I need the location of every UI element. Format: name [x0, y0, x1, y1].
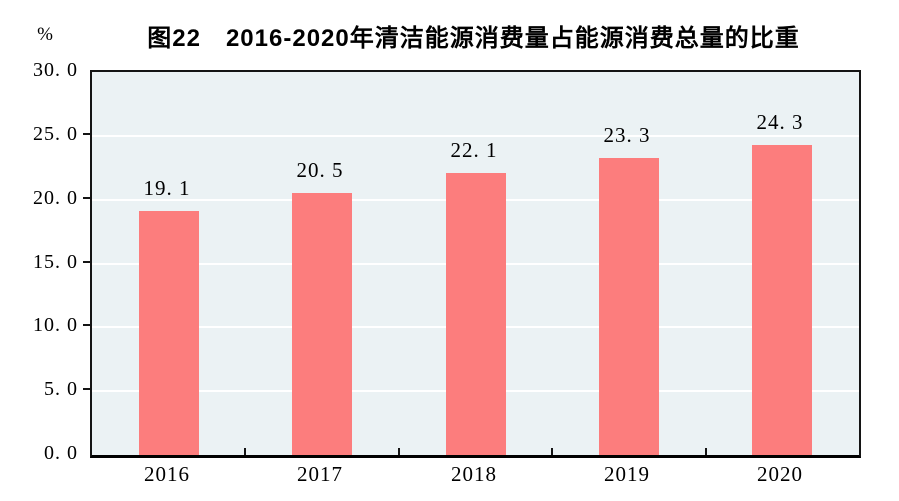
- x-axis-tick: [705, 448, 707, 455]
- gridline: [92, 135, 859, 137]
- bar-value-label: 24. 3: [756, 110, 804, 134]
- x-axis-tick: [398, 448, 400, 455]
- x-axis-category-label: 2019: [604, 462, 650, 486]
- y-axis-tick: [83, 197, 91, 199]
- bar-2017: [292, 193, 352, 455]
- y-axis-tick: [83, 133, 91, 135]
- x-axis-category-label: 2018: [451, 462, 497, 486]
- x-axis-tick: [244, 448, 246, 455]
- y-axis-tick-label: 25. 0: [33, 123, 78, 145]
- bar-value-label: 22. 1: [450, 138, 498, 162]
- y-axis-tick-label: 30. 0: [33, 59, 78, 81]
- bar-value-label: 23. 3: [603, 123, 651, 147]
- y-axis-tick-label: 5. 0: [44, 378, 78, 400]
- y-axis-tick-label: 10. 0: [33, 314, 78, 336]
- x-axis-category-label: 2016: [144, 462, 190, 486]
- bar-2019: [599, 158, 659, 455]
- bar-value-label: 20. 5: [296, 158, 344, 182]
- y-axis-tick: [83, 388, 91, 390]
- y-axis-tick-label: 0. 0: [44, 442, 78, 464]
- y-axis-tick-label: 15. 0: [33, 251, 78, 273]
- x-axis-category-label: 2017: [297, 462, 343, 486]
- plot-area: [90, 70, 861, 458]
- y-axis-tick: [83, 324, 91, 326]
- bar-value-label: 19. 1: [143, 176, 191, 200]
- x-axis-category-label: 2020: [757, 462, 803, 486]
- chart-title: 图22 2016-2020年清洁能源消费量占能源消费总量的比重: [147, 25, 800, 52]
- y-axis-unit-label: %: [37, 24, 53, 45]
- bar-2020: [752, 145, 812, 455]
- x-axis-tick: [551, 448, 553, 455]
- bar-2016: [139, 211, 199, 455]
- y-axis-tick-label: 20. 0: [33, 187, 78, 209]
- y-axis-tick: [83, 261, 91, 263]
- bar-2018: [446, 173, 506, 455]
